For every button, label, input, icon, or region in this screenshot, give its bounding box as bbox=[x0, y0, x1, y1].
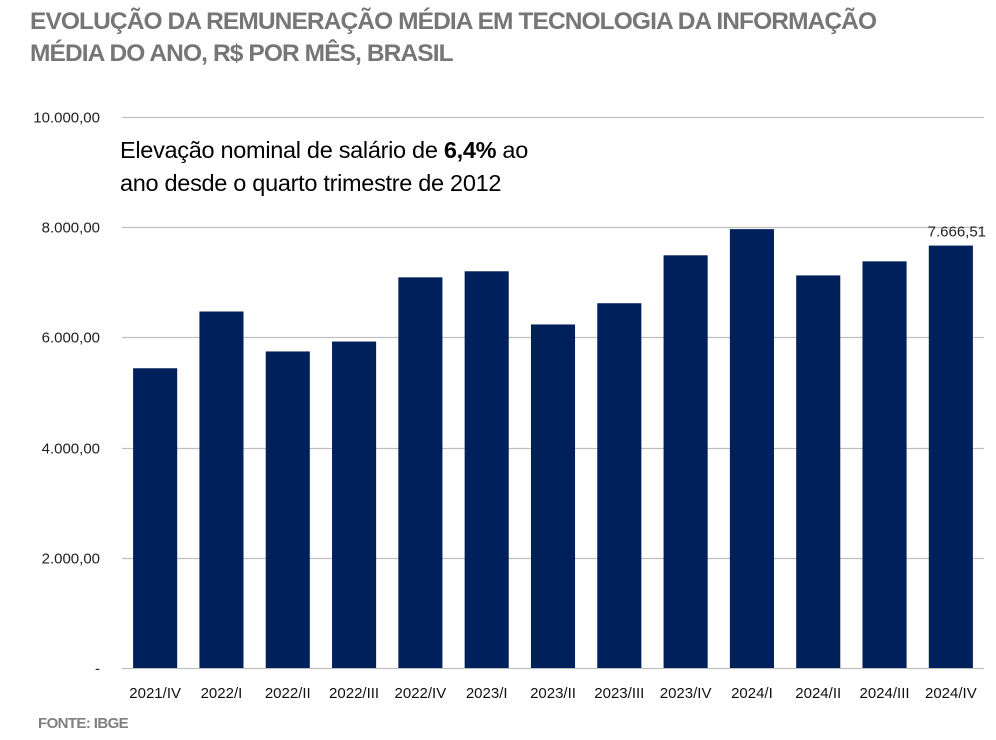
annotation-highlight: 6,4% bbox=[443, 137, 497, 163]
y-tick-label: 2.000,00 bbox=[42, 551, 100, 568]
x-tick-label: 2023/IV bbox=[660, 685, 712, 702]
bar bbox=[133, 368, 178, 668]
annotation-text-2: ao bbox=[496, 137, 528, 163]
bar bbox=[332, 341, 377, 668]
chart-title: EVOLUÇÃO DA REMUNERAÇÃO MÉDIA EM TECNOLO… bbox=[30, 6, 877, 70]
bar bbox=[464, 271, 509, 668]
bar bbox=[530, 324, 576, 668]
y-tick-label: - bbox=[95, 661, 100, 678]
chart-title-line-2: MÉDIA DO ANO, R$ POR MÊS, BRASIL bbox=[30, 40, 454, 67]
bar bbox=[796, 275, 841, 668]
annotation-line-2: ano desde o quarto trimestre de 2012 bbox=[120, 170, 502, 196]
x-tick-label: 2023/I bbox=[466, 685, 508, 702]
chart-title-line-1: EVOLUÇÃO DA REMUNERAÇÃO MÉDIA EM TECNOLO… bbox=[30, 8, 877, 35]
bar bbox=[265, 351, 310, 668]
bar bbox=[398, 277, 443, 668]
y-tick-label: 6.000,00 bbox=[42, 330, 100, 347]
x-tick-label: 2022/I bbox=[201, 685, 243, 702]
x-tick-label: 2024/II bbox=[795, 685, 841, 702]
x-tick-label: 2023/III bbox=[594, 685, 644, 702]
x-tick-label: 2022/IV bbox=[395, 685, 447, 702]
data-label: 7.666,51 bbox=[928, 224, 986, 241]
y-tick-label: 8.000,00 bbox=[42, 220, 100, 237]
bar bbox=[597, 303, 642, 668]
data-labels: 7.666,51 bbox=[928, 224, 986, 241]
bar bbox=[199, 311, 244, 668]
y-tick-label: 10.000,00 bbox=[33, 110, 100, 127]
x-tick-label: 2022/III bbox=[329, 685, 379, 702]
bar bbox=[928, 245, 973, 668]
x-tick-label: 2021/IV bbox=[129, 685, 181, 702]
x-tick-label: 2024/IV bbox=[925, 685, 977, 702]
y-axis-tick-labels: - 2.000,00 4.000,00 6.000,00 8.000,00 10.000,… bbox=[33, 110, 100, 678]
source-note: FONTE: IBGE bbox=[38, 715, 129, 732]
x-axis-tick-labels: 2021/IV 2022/I 2022/II 2022/III 2022/IV 2023/… bbox=[129, 685, 976, 702]
bars bbox=[133, 229, 973, 669]
bar bbox=[862, 261, 907, 668]
bar bbox=[663, 255, 708, 668]
x-tick-label: 2024/I bbox=[731, 685, 773, 702]
x-tick-label: 2023/II bbox=[530, 685, 576, 702]
chart-annotation: Elevação nominal de salário de 6,4% ao a… bbox=[120, 134, 528, 200]
x-tick-label: 2024/III bbox=[860, 685, 910, 702]
x-tick-label: 2022/II bbox=[265, 685, 311, 702]
annotation-text-1: Elevação nominal de salário de bbox=[120, 137, 444, 163]
y-tick-label: 4.000,00 bbox=[42, 441, 100, 458]
bar bbox=[729, 229, 774, 669]
